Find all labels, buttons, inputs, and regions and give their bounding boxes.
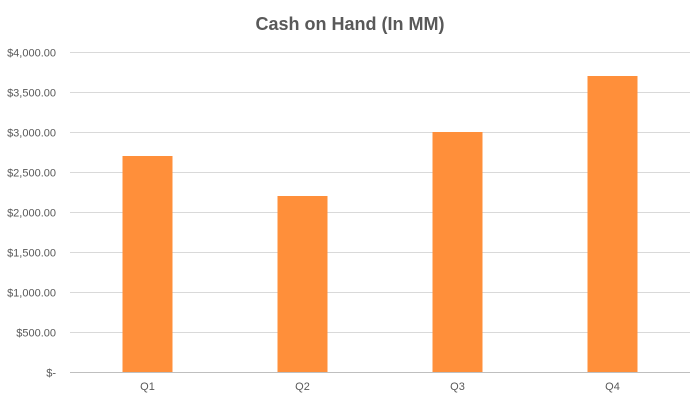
y-tick-label: $4,000.00 <box>7 48 56 60</box>
y-tick-label: $2,000.00 <box>7 208 56 220</box>
x-tick-label: Q3 <box>450 381 465 393</box>
y-tick-label: $1,500.00 <box>7 248 56 260</box>
chart-title: Cash on Hand (In MM) <box>255 14 445 34</box>
bar-q1 <box>122 156 173 372</box>
x-tick-label: Q2 <box>295 381 310 393</box>
x-tick-label: Q1 <box>140 381 155 393</box>
y-tick-label: $1,000.00 <box>7 288 56 300</box>
y-tick-label: $3,000.00 <box>7 128 56 140</box>
bar-q2 <box>277 196 328 372</box>
bar-q3 <box>432 132 483 372</box>
y-tick-label: $2,500.00 <box>7 168 56 180</box>
x-tick-label: Q4 <box>605 381 620 393</box>
y-tick-label: $500.00 <box>16 328 56 340</box>
y-tick-label: $3,500.00 <box>7 88 56 100</box>
bar-q4 <box>587 76 638 372</box>
y-tick-label: $- <box>46 368 56 380</box>
